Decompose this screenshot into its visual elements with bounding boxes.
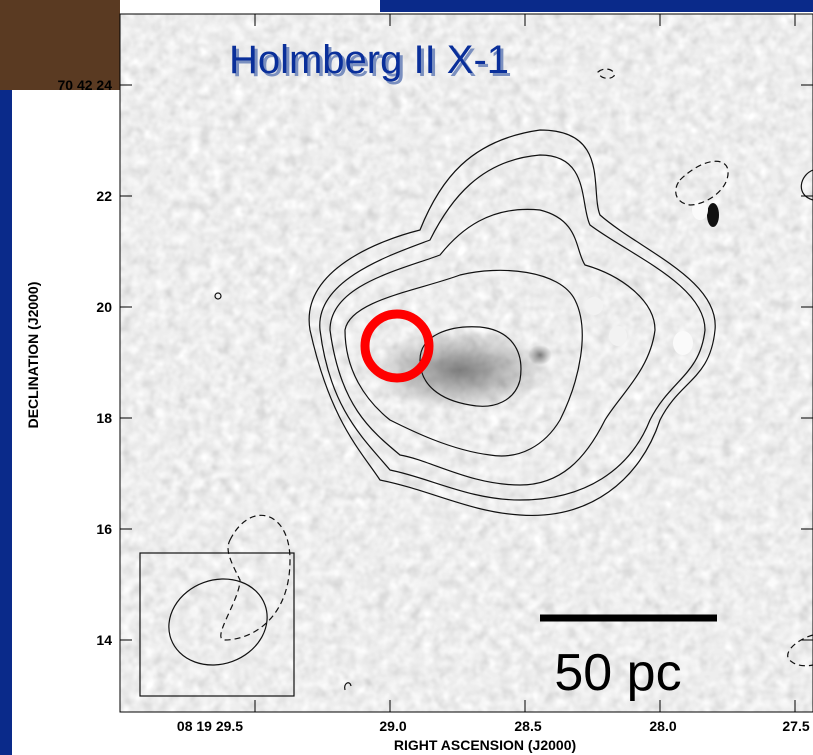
y-axis-label: DECLINATION (J2000) (25, 282, 41, 429)
bright-spot (585, 297, 603, 315)
scale-bar-label: 50 pc (554, 644, 681, 702)
top-strip (380, 0, 813, 12)
x-tick-label: 08 19 29.5 (177, 718, 243, 734)
left-strip-lower (0, 90, 12, 755)
figure: 70 42 24 22 20 18 16 14 08 19 29.5 29.0 … (0, 0, 813, 755)
x-axis-label: RIGHT ASCENSION (J2000) (394, 737, 576, 753)
y-tick-label: 20 (96, 299, 112, 315)
title: Holmberg II X-1 (229, 38, 509, 82)
star-dark (707, 203, 719, 227)
sky-image (120, 14, 813, 712)
y-tick-label: 70 42 24 (58, 77, 113, 93)
x-tick-label: 28.0 (649, 718, 676, 734)
nebula (370, 330, 550, 410)
y-tick-label: 22 (96, 188, 112, 204)
y-tick-label: 18 (96, 410, 112, 426)
y-tick-label: 14 (96, 632, 112, 648)
bright-spot (609, 326, 627, 346)
x-tick-label: 27.5 (782, 718, 809, 734)
dark-spot (528, 345, 552, 365)
y-tick-label: 16 (96, 521, 112, 537)
bright-spot (673, 331, 693, 355)
x-tick-label: 29.0 (379, 718, 406, 734)
x-tick-label: 28.5 (514, 718, 541, 734)
